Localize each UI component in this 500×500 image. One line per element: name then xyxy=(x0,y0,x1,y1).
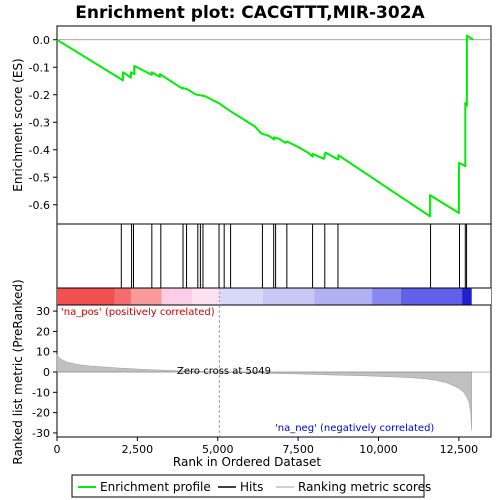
metric-y-tick-label: -20 xyxy=(32,407,50,420)
es-panel-frame xyxy=(56,25,492,225)
legend-hits-label: Hits xyxy=(240,480,263,494)
hit-markers xyxy=(120,224,468,288)
legend-metric-label: Ranking metric scores xyxy=(298,480,431,494)
x-axis-label: Rank in Ordered Dataset xyxy=(173,455,321,469)
es-y-tick-label: 0.0 xyxy=(33,34,51,47)
ranking-colorbar xyxy=(57,288,491,305)
es-y-tick-label: -0.2 xyxy=(29,89,50,102)
x-tick-label: 0 xyxy=(54,443,61,456)
colorbar-segment xyxy=(314,288,373,305)
legend-enrichment-label: Enrichment profile xyxy=(100,480,211,494)
es-y-tick-label: -0.6 xyxy=(29,199,50,212)
metric-y-tick-label: -10 xyxy=(32,386,50,399)
colorbar-segment xyxy=(262,288,315,305)
x-tick-label: 7,500 xyxy=(282,443,314,456)
x-axis: 0 2,500 5,000 7,500 10,000 12,500 xyxy=(54,437,479,456)
x-tick-label: 12,500 xyxy=(440,443,479,456)
colorbar-segment xyxy=(161,288,193,305)
zero-cross-label: Zero cross at 5049 xyxy=(177,366,271,377)
metric-y-tick-label: -30 xyxy=(32,427,50,440)
ranking-metric-area xyxy=(56,305,491,437)
colorbar-segment xyxy=(114,288,131,305)
metric-y-tick-label: 20 xyxy=(36,325,50,338)
colorbar-segment xyxy=(372,288,401,305)
metric-y-axis: 30 20 10 0 -10 -20 -30 xyxy=(32,305,57,440)
metric-y-tick-label: 0 xyxy=(43,366,50,379)
colorbar-segment xyxy=(130,288,162,305)
es-y-tick-label: -0.3 xyxy=(29,116,50,129)
es-y-axis: 0.0 -0.1 -0.2 -0.3 -0.4 -0.5 -0.6 xyxy=(29,34,57,212)
colorbar-segment xyxy=(400,288,463,305)
colorbar-segment xyxy=(57,288,115,305)
x-tick-label: 5,000 xyxy=(202,443,234,456)
es-y-tick-label: -0.1 xyxy=(29,61,50,74)
colorbar-empty xyxy=(471,288,491,305)
ranking-metric-fill xyxy=(56,353,472,431)
x-tick-label: 2,500 xyxy=(122,443,154,456)
colorbar-segment xyxy=(192,288,220,305)
es-y-tick-label: -0.5 xyxy=(29,171,50,184)
metric-y-axis-label: Ranked list metric (PreRanked) xyxy=(11,279,25,464)
pos-correlated-label: 'na_pos' (positively correlated) xyxy=(61,307,215,318)
colorbar-segment xyxy=(462,288,474,305)
neg-correlated-label: 'na_neg' (negatively correlated) xyxy=(275,423,434,434)
metric-y-tick-label: 30 xyxy=(36,305,50,318)
legend-box xyxy=(71,474,425,498)
enrichment-profile-series xyxy=(56,34,474,218)
es-y-tick-label: -0.4 xyxy=(29,144,50,157)
chart-title: Enrichment plot: CACGTTT,MIR-302A xyxy=(75,3,425,23)
colorbar-segment xyxy=(219,288,263,305)
enrichment-profile-line xyxy=(56,34,474,218)
x-tick-label: 10,000 xyxy=(359,443,398,456)
es-y-axis-label: Enrichment score (ES) xyxy=(11,58,25,191)
metric-y-tick-label: 10 xyxy=(36,346,50,359)
